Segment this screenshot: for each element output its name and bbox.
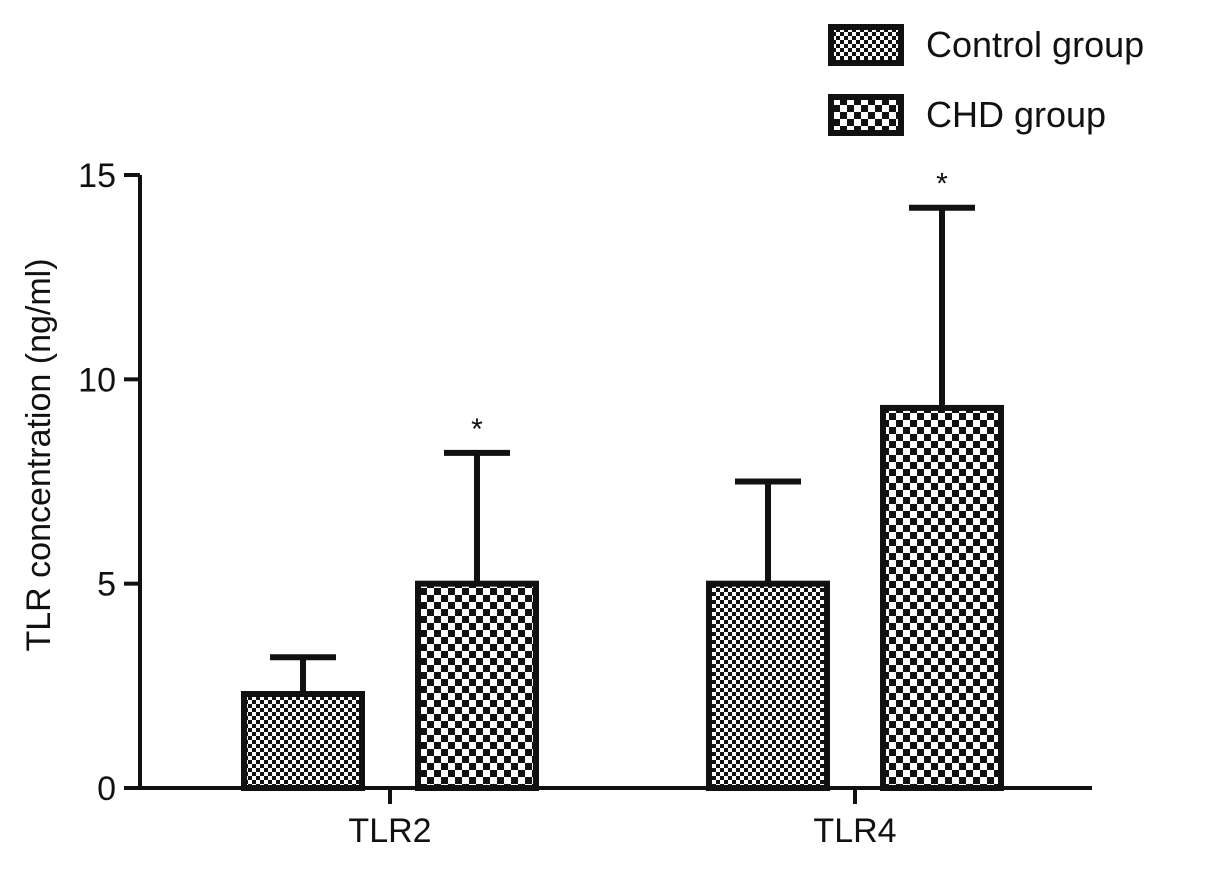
legend-label-control-group: Control group bbox=[926, 24, 1144, 65]
legend-swatch-chd-group bbox=[828, 94, 904, 136]
significance-marker: * bbox=[471, 413, 483, 446]
x-tick-label-tlr2: TLR2 bbox=[348, 812, 431, 850]
bar-control-group-tlr2 bbox=[241, 691, 365, 791]
bar-chd-group-tlr2 bbox=[415, 580, 539, 792]
y-axis-label: TLR concentration (ng/ml) bbox=[20, 258, 58, 651]
bar-chd-group-tlr4 bbox=[880, 404, 1004, 791]
x-tick-label-tlr4: TLR4 bbox=[813, 812, 896, 850]
y-tick-label: 5 bbox=[97, 566, 116, 604]
legend: Control group CHD group bbox=[828, 24, 1144, 136]
x-ticks: TLR2 TLR4 bbox=[348, 788, 897, 850]
y-tick-label: 0 bbox=[97, 770, 116, 808]
bars: ** bbox=[241, 168, 1004, 792]
y-ticks: 0 5 10 15 bbox=[78, 157, 140, 808]
significance-marker: * bbox=[936, 168, 948, 201]
legend-item-chd-group: CHD group bbox=[828, 94, 1106, 136]
legend-item-control-group: Control group bbox=[828, 24, 1144, 66]
bar-control-group-tlr4 bbox=[706, 580, 830, 792]
legend-swatch-control-group bbox=[828, 24, 904, 66]
y-tick-label: 15 bbox=[78, 157, 116, 195]
legend-label-chd-group: CHD group bbox=[926, 94, 1106, 135]
y-tick-label: 10 bbox=[78, 361, 116, 399]
